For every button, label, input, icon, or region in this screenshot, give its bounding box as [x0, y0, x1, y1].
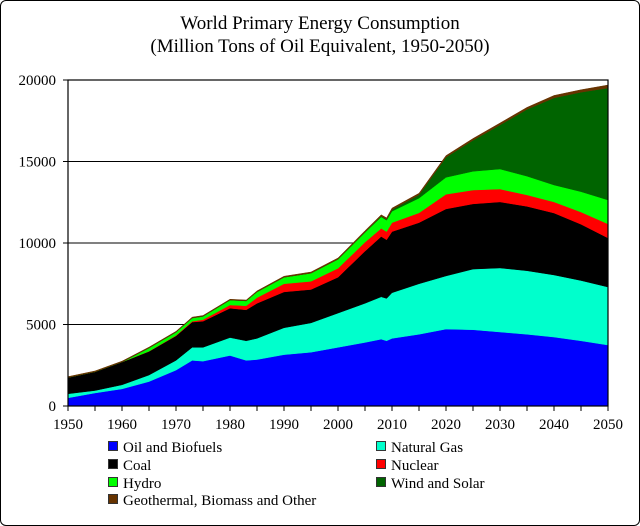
x-tick-label: 1980 [215, 417, 245, 433]
legend-item: Wind and Solar [376, 476, 485, 493]
legend-label: Geothermal, Biomass and Other [123, 493, 317, 509]
legend-item: Geothermal, Biomass and Other [108, 493, 316, 510]
y-tick-label: 15000 [19, 155, 57, 171]
chart-title: World Primary Energy Consumption [180, 13, 460, 34]
legend-item: Oil and Biofuels [108, 440, 222, 457]
x-tick-label: 2010 [377, 417, 407, 433]
legend-item: Hydro [108, 476, 161, 493]
y-tick-label: 0 [49, 399, 57, 415]
legend-label: Oil and Biofuels [123, 440, 223, 456]
legend-swatch [108, 441, 118, 451]
x-tick-label: 2040 [539, 417, 569, 433]
legend-label: Coal [123, 458, 152, 474]
y-tick-label: 5000 [26, 318, 56, 334]
legend-swatch [108, 477, 118, 487]
legend-label: Nuclear [391, 458, 439, 474]
legend-swatch [376, 477, 386, 487]
legend-item: Natural Gas [376, 440, 463, 457]
legend-swatch [108, 459, 118, 469]
x-tick-label: 1960 [107, 417, 137, 433]
legend-swatch [108, 494, 118, 504]
chart-title-block: World Primary Energy Consumption (Millio… [0, 12, 640, 58]
legend-swatch [376, 459, 386, 469]
x-tick-label: 2030 [485, 417, 515, 433]
y-tick-label: 20000 [19, 73, 57, 89]
x-tick-label: 2000 [323, 417, 353, 433]
x-tick-label: 1950 [53, 417, 83, 433]
legend-item: Coal [108, 458, 151, 475]
legend-swatch [376, 441, 386, 451]
legend-label: Natural Gas [391, 440, 464, 456]
chart-subtitle: (Million Tons of Oil Equivalent, 1950-20… [150, 36, 490, 57]
legend-label: Wind and Solar [391, 476, 485, 492]
legend-label: Hydro [123, 476, 162, 492]
x-tick-label: 1990 [269, 417, 299, 433]
x-tick-label: 2020 [431, 417, 461, 433]
x-tick-label: 1970 [161, 417, 191, 433]
y-tick-label: 10000 [19, 236, 57, 252]
x-tick-label: 2050 [593, 417, 623, 433]
legend-item: Nuclear [376, 458, 438, 475]
